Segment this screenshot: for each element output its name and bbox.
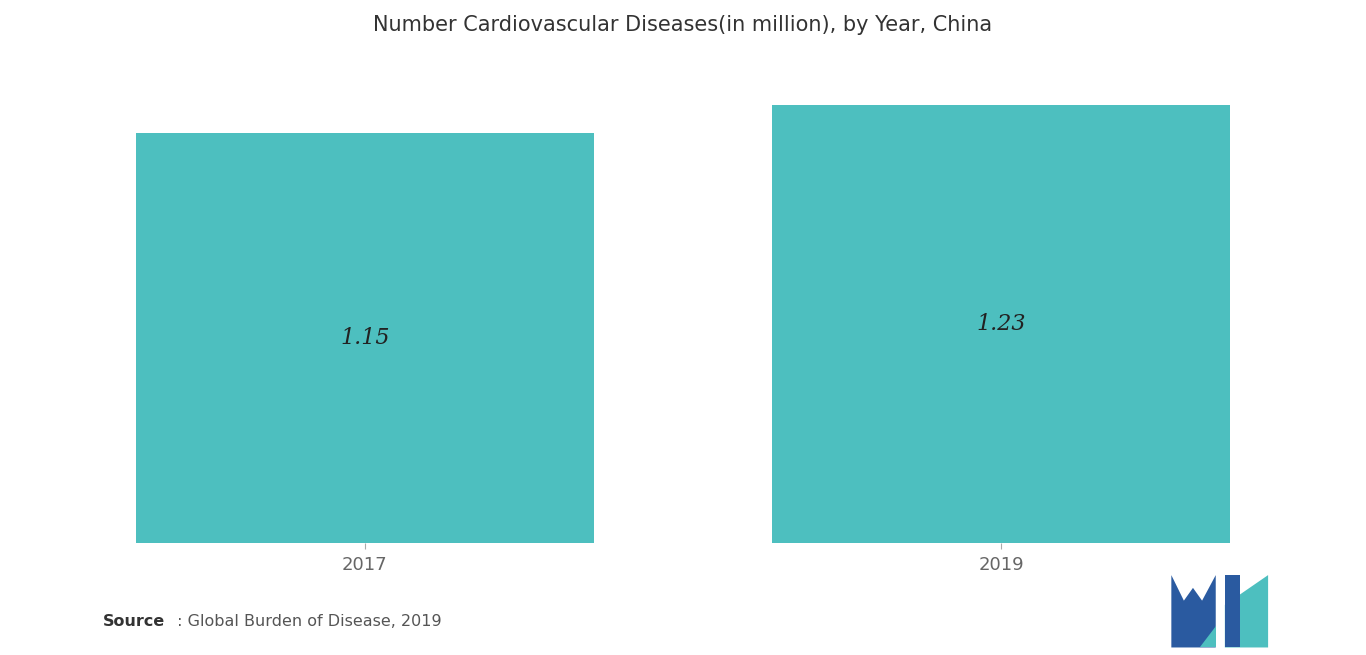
Polygon shape	[1225, 575, 1240, 647]
Polygon shape	[1225, 575, 1268, 647]
Polygon shape	[1172, 575, 1216, 647]
Text: 1.15: 1.15	[340, 327, 389, 349]
Polygon shape	[1199, 626, 1216, 647]
Text: 1.23: 1.23	[977, 313, 1026, 335]
Bar	[135, 134, 594, 542]
Text: Source: Source	[102, 614, 165, 629]
Bar	[772, 105, 1231, 542]
Title: Number Cardiovascular Diseases(in million), by Year, China: Number Cardiovascular Diseases(in millio…	[373, 15, 993, 35]
Polygon shape	[1179, 575, 1206, 588]
Text: : Global Burden of Disease, 2019: : Global Burden of Disease, 2019	[172, 614, 441, 629]
